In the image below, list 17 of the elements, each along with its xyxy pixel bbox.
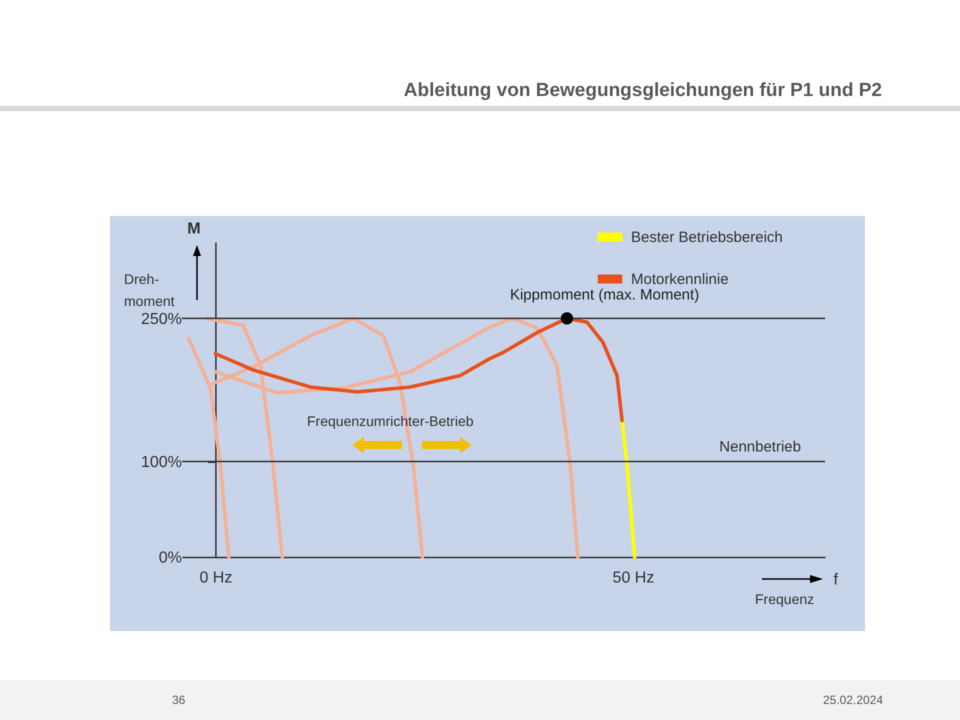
x-tick-label: 50 Hz — [612, 570, 654, 586]
chart-title: Ableitung von Bewegungsgleichungen für P1 und P2 — [404, 80, 882, 102]
text: 25.02.2024 — [823, 693, 884, 707]
y-axis-title: M — [187, 220, 201, 238]
legend-label: Bester Betriebsbereich — [631, 229, 783, 246]
text: Frequenz — [755, 591, 814, 607]
text: Dreh-moment — [124, 270, 176, 311]
y-tick-label: 0% — [158, 550, 182, 566]
text: 36 — [172, 693, 186, 707]
y-tick-label: 100% — [140, 454, 182, 472]
ref-line-label: Nennbetrieb — [719, 438, 801, 456]
y-tick-label: 250% — [140, 310, 182, 328]
x-axis-title: f — [834, 572, 838, 588]
x-tick-label: 0 Hz — [199, 570, 232, 586]
annotation: Frequenzumrichter-Betrieb — [307, 413, 474, 429]
legend-label: Motorkennlinie — [631, 271, 729, 288]
annotation: Kippmoment (max. Moment) — [510, 286, 700, 304]
